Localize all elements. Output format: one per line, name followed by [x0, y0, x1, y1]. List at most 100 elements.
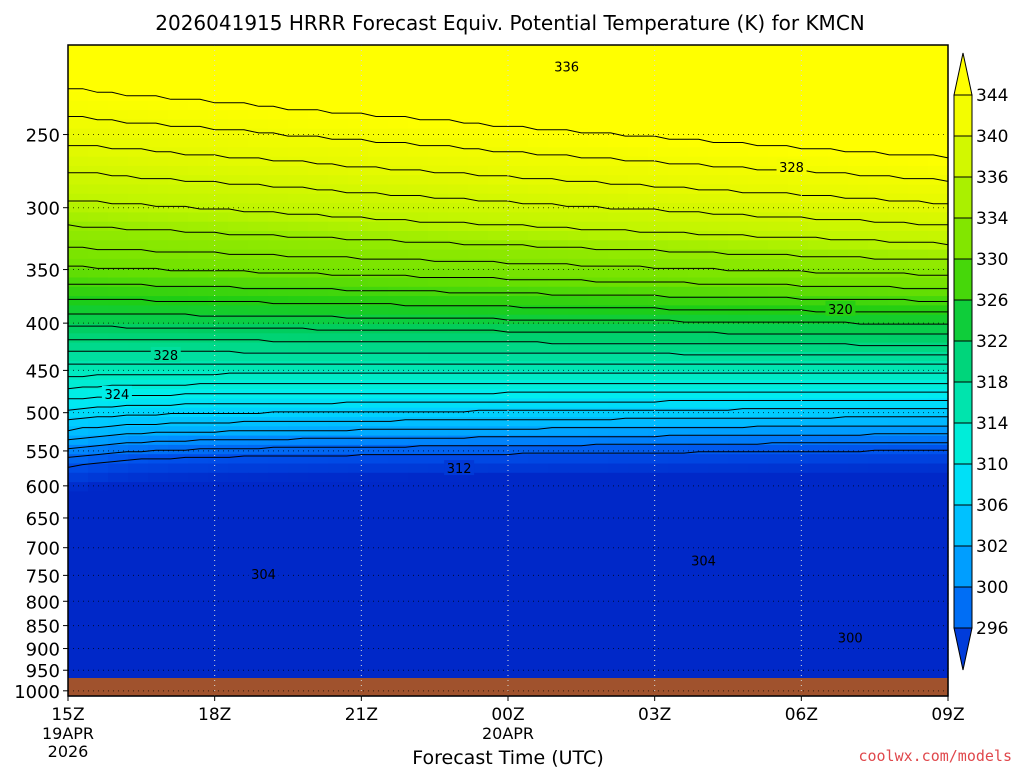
- field-cell: [348, 612, 369, 623]
- field-cell: [848, 519, 869, 530]
- field-cell: [848, 305, 869, 316]
- field-cell: [308, 72, 329, 83]
- field-cell: [128, 286, 149, 297]
- field-cell: [268, 277, 289, 288]
- field-cell: [348, 156, 369, 167]
- field-cell: [788, 658, 809, 669]
- field-cell: [888, 54, 909, 65]
- field-cell: [668, 296, 689, 306]
- y-tick-label: 600: [26, 477, 60, 498]
- field-cell: [668, 54, 689, 65]
- field-cell: [528, 138, 549, 148]
- field-cell: [108, 184, 129, 195]
- field-cell: [368, 379, 389, 390]
- field-cell: [188, 370, 209, 381]
- field-cell: [608, 630, 629, 641]
- field-cell: [768, 361, 789, 372]
- field-cell: [68, 277, 89, 288]
- colorbar-label: 330: [976, 250, 1008, 270]
- field-cell: [88, 91, 109, 102]
- field-cell: [908, 612, 929, 623]
- field-cell: [828, 119, 849, 130]
- field-cell: [408, 454, 429, 465]
- field-cell: [128, 91, 149, 102]
- contour-line: [68, 88, 949, 159]
- field-cell: [448, 435, 469, 446]
- field-cell: [208, 212, 229, 223]
- field-cell: [128, 324, 149, 334]
- field-cell: [928, 649, 949, 660]
- field-cell: [208, 649, 229, 660]
- field-cell: [148, 175, 169, 186]
- y-tick-label: 500: [26, 404, 60, 425]
- field-cell: [108, 463, 129, 474]
- field-cell: [628, 193, 649, 204]
- field-cell: [408, 370, 429, 381]
- field-cell: [308, 658, 329, 669]
- field-cell: [308, 138, 329, 148]
- field-cell: [188, 277, 209, 288]
- field-cell: [568, 100, 589, 111]
- field-cell: [628, 463, 649, 474]
- field-cell: [148, 603, 169, 613]
- field-cell: [548, 463, 569, 474]
- field-cell: [388, 324, 409, 334]
- field-cell: [288, 193, 309, 204]
- field-cell: [608, 342, 629, 353]
- field-cell: [808, 575, 829, 585]
- field-cell: [68, 212, 89, 223]
- field-cell: [468, 463, 489, 474]
- field-cell: [288, 324, 309, 334]
- field-cell: [308, 417, 329, 427]
- field-cell: [68, 63, 89, 74]
- field-cell: [928, 268, 949, 279]
- field-cell: [928, 110, 949, 120]
- contour-label: 320: [825, 300, 856, 318]
- field-cell: [568, 491, 589, 502]
- field-cell: [768, 612, 789, 623]
- field-cell: [248, 333, 269, 344]
- field-cell: [848, 454, 869, 465]
- field-cell: [288, 249, 309, 260]
- field-cell: [168, 72, 189, 83]
- field-cell: [768, 528, 789, 539]
- field-cell: [88, 72, 109, 83]
- field-cell: [108, 119, 129, 130]
- field-cell: [508, 649, 529, 660]
- field-cell: [908, 556, 929, 567]
- y-axis: 2503003504004505005506006507007508008509…: [14, 126, 68, 703]
- field-cell: [388, 212, 409, 223]
- field-cell: [648, 603, 669, 613]
- field-cell: [748, 612, 769, 623]
- y-tick-label: 400: [26, 314, 60, 335]
- field-cell: [608, 612, 629, 623]
- field-cell: [688, 668, 709, 678]
- field-cell: [668, 100, 689, 111]
- field-cell: [508, 193, 529, 204]
- field-cell: [328, 361, 349, 372]
- field-cell: [288, 184, 309, 195]
- field-cell: [928, 510, 949, 520]
- field-cell: [568, 361, 589, 372]
- field-cell: [428, 110, 449, 120]
- field-cell: [268, 519, 289, 530]
- field-cell: [248, 640, 269, 651]
- field-cell: [748, 193, 769, 204]
- field-cell: [848, 537, 869, 548]
- field-cell: [528, 584, 549, 595]
- field-cell: [88, 593, 109, 604]
- field-cell: [368, 268, 389, 279]
- field-cell: [388, 128, 409, 139]
- field-cell: [928, 389, 949, 399]
- field-cell: [188, 593, 209, 604]
- field-cell: [848, 463, 869, 474]
- field-cell: [888, 472, 909, 483]
- field-cell: [128, 268, 149, 279]
- field-cell: [788, 268, 809, 279]
- field-cell: [308, 324, 329, 334]
- field-cell: [648, 584, 669, 595]
- field-cell: [928, 417, 949, 427]
- field-cell: [248, 212, 269, 223]
- field-cell: [588, 556, 609, 567]
- field-cell: [248, 91, 269, 102]
